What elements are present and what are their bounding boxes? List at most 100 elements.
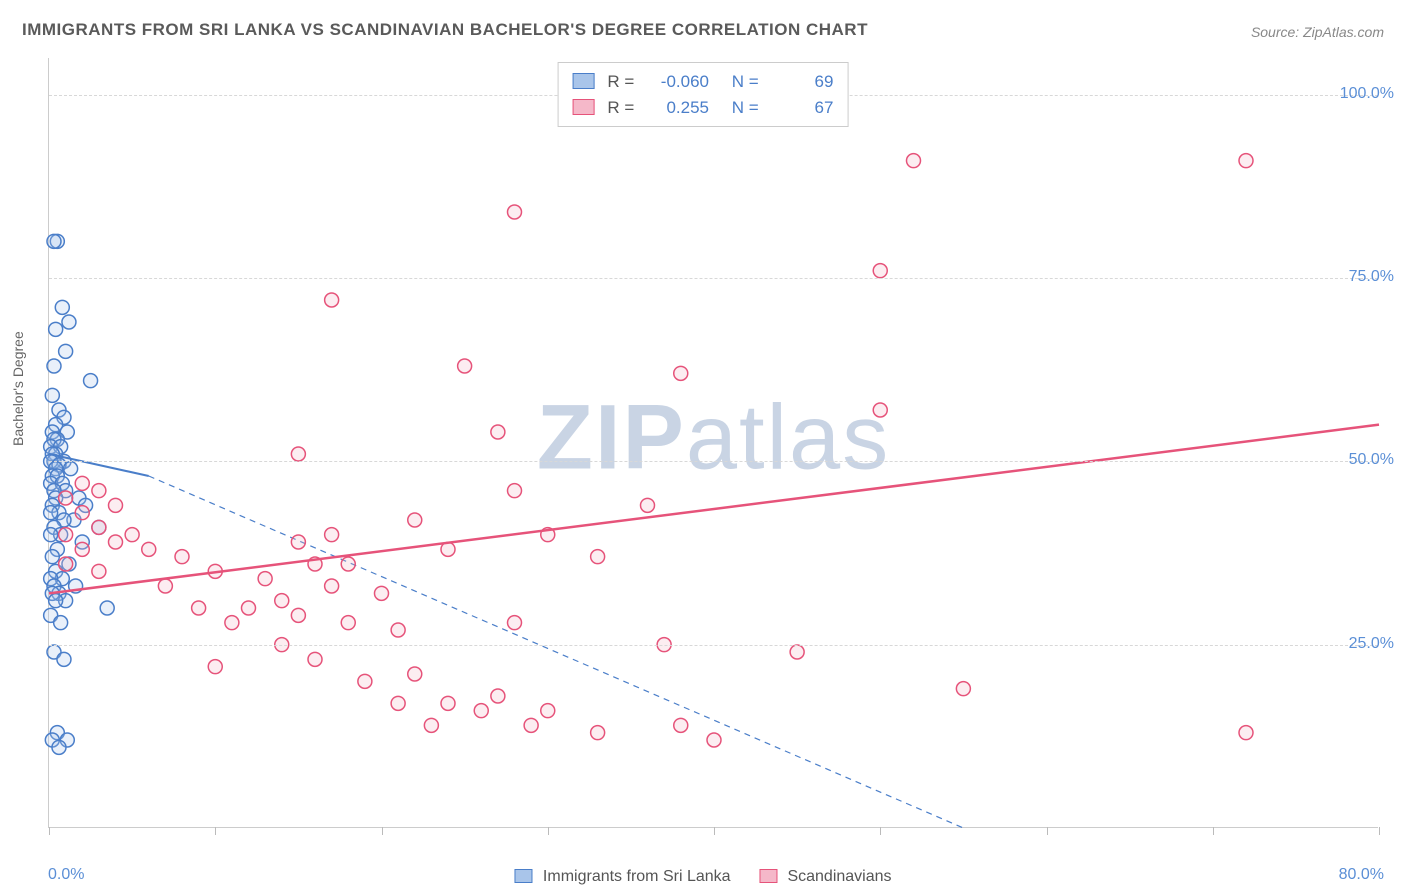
scatter-point	[508, 205, 522, 219]
scatter-point	[55, 300, 69, 314]
scatter-point	[873, 264, 887, 278]
legend-swatch-bottom-1	[514, 869, 532, 883]
scatter-point	[75, 476, 89, 490]
x-tick-label-max: 80.0%	[1339, 866, 1384, 884]
scatter-point	[100, 601, 114, 615]
scatter-point	[491, 689, 505, 703]
scatter-point	[64, 462, 78, 476]
legend-stats: R = -0.060 N = 69 R = 0.255 N = 67	[558, 62, 849, 127]
scatter-point	[275, 594, 289, 608]
scatter-point	[391, 623, 405, 637]
scatter-point	[59, 491, 73, 505]
scatter-point	[341, 616, 355, 630]
legend-n-value-2: 67	[769, 95, 833, 121]
gridline-h	[49, 461, 1378, 462]
scatter-point	[1239, 154, 1253, 168]
y-tick-label: 50.0%	[1349, 451, 1394, 469]
scatter-point	[291, 608, 305, 622]
y-tick-label: 100.0%	[1340, 85, 1394, 103]
y-tick-label: 25.0%	[1349, 635, 1394, 653]
scatter-point	[49, 322, 63, 336]
legend-swatch-bottom-2	[759, 869, 777, 883]
x-tick	[1379, 827, 1380, 835]
legend-label-bottom-2: Scandinavians	[787, 868, 891, 885]
scatter-point	[707, 733, 721, 747]
scatter-point	[873, 403, 887, 417]
scatter-point	[92, 564, 106, 578]
scatter-point	[491, 425, 505, 439]
scatter-point	[92, 520, 106, 534]
legend-r-value-1: -0.060	[645, 69, 709, 95]
scatter-point	[474, 704, 488, 718]
scatter-point	[192, 601, 206, 615]
scatter-point	[524, 718, 538, 732]
legend-r-label-2: R =	[607, 98, 634, 117]
scatter-point	[175, 550, 189, 564]
scatter-point	[258, 572, 272, 586]
scatter-point	[441, 696, 455, 710]
x-tick-label-min: 0.0%	[48, 866, 84, 884]
scatter-point	[541, 704, 555, 718]
scatter-point	[291, 535, 305, 549]
scatter-point	[458, 359, 472, 373]
source-attribution: Source: ZipAtlas.com	[1251, 24, 1384, 40]
scatter-point	[508, 484, 522, 498]
scatter-point	[75, 542, 89, 556]
scatter-point	[1239, 726, 1253, 740]
scatter-point	[291, 447, 305, 461]
scatter-point	[242, 601, 256, 615]
scatter-point	[208, 660, 222, 674]
scatter-point	[391, 696, 405, 710]
scatter-point	[375, 586, 389, 600]
scatter-point	[92, 484, 106, 498]
chart-plot-area: ZIPatlas	[48, 58, 1378, 828]
scatter-point	[591, 550, 605, 564]
scatter-point	[142, 542, 156, 556]
scatter-point	[49, 594, 63, 608]
scatter-point	[109, 498, 123, 512]
legend-series: Immigrants from Sri Lanka Scandinavians	[514, 868, 891, 886]
scatter-point	[956, 682, 970, 696]
gridline-h	[49, 645, 1378, 646]
scatter-point	[674, 366, 688, 380]
scatter-point	[84, 374, 98, 388]
y-axis-label: Bachelor's Degree	[10, 331, 26, 446]
scatter-point	[508, 616, 522, 630]
scatter-point	[225, 616, 239, 630]
scatter-point	[59, 557, 73, 571]
scatter-point	[57, 652, 71, 666]
trend-line	[49, 425, 1379, 594]
x-tick	[714, 827, 715, 835]
scatter-point	[125, 528, 139, 542]
scatter-point	[59, 528, 73, 542]
x-tick	[382, 827, 383, 835]
scatter-point	[591, 726, 605, 740]
legend-n-label-2: N =	[732, 98, 759, 117]
scatter-point	[325, 579, 339, 593]
scatter-point	[59, 344, 73, 358]
legend-r-label-1: R =	[607, 72, 634, 91]
scatter-point	[158, 579, 172, 593]
x-tick	[215, 827, 216, 835]
scatter-point	[75, 506, 89, 520]
legend-swatch-series-1	[573, 73, 595, 89]
x-tick	[49, 827, 50, 835]
scatter-point	[674, 718, 688, 732]
scatter-point	[44, 506, 58, 520]
scatter-point	[45, 388, 59, 402]
x-tick	[548, 827, 549, 835]
x-tick	[1213, 827, 1214, 835]
scatter-point	[358, 674, 372, 688]
legend-stats-row-1: R = -0.060 N = 69	[573, 69, 834, 95]
x-tick	[880, 827, 881, 835]
scatter-point	[907, 154, 921, 168]
scatter-point	[325, 293, 339, 307]
y-tick-label: 75.0%	[1349, 268, 1394, 286]
legend-stats-row-2: R = 0.255 N = 67	[573, 95, 834, 121]
scatter-point	[408, 513, 422, 527]
scatter-point	[54, 616, 68, 630]
scatter-point	[52, 740, 66, 754]
scatter-point	[47, 234, 61, 248]
legend-label-bottom-1: Immigrants from Sri Lanka	[543, 868, 731, 885]
scatter-point	[790, 645, 804, 659]
